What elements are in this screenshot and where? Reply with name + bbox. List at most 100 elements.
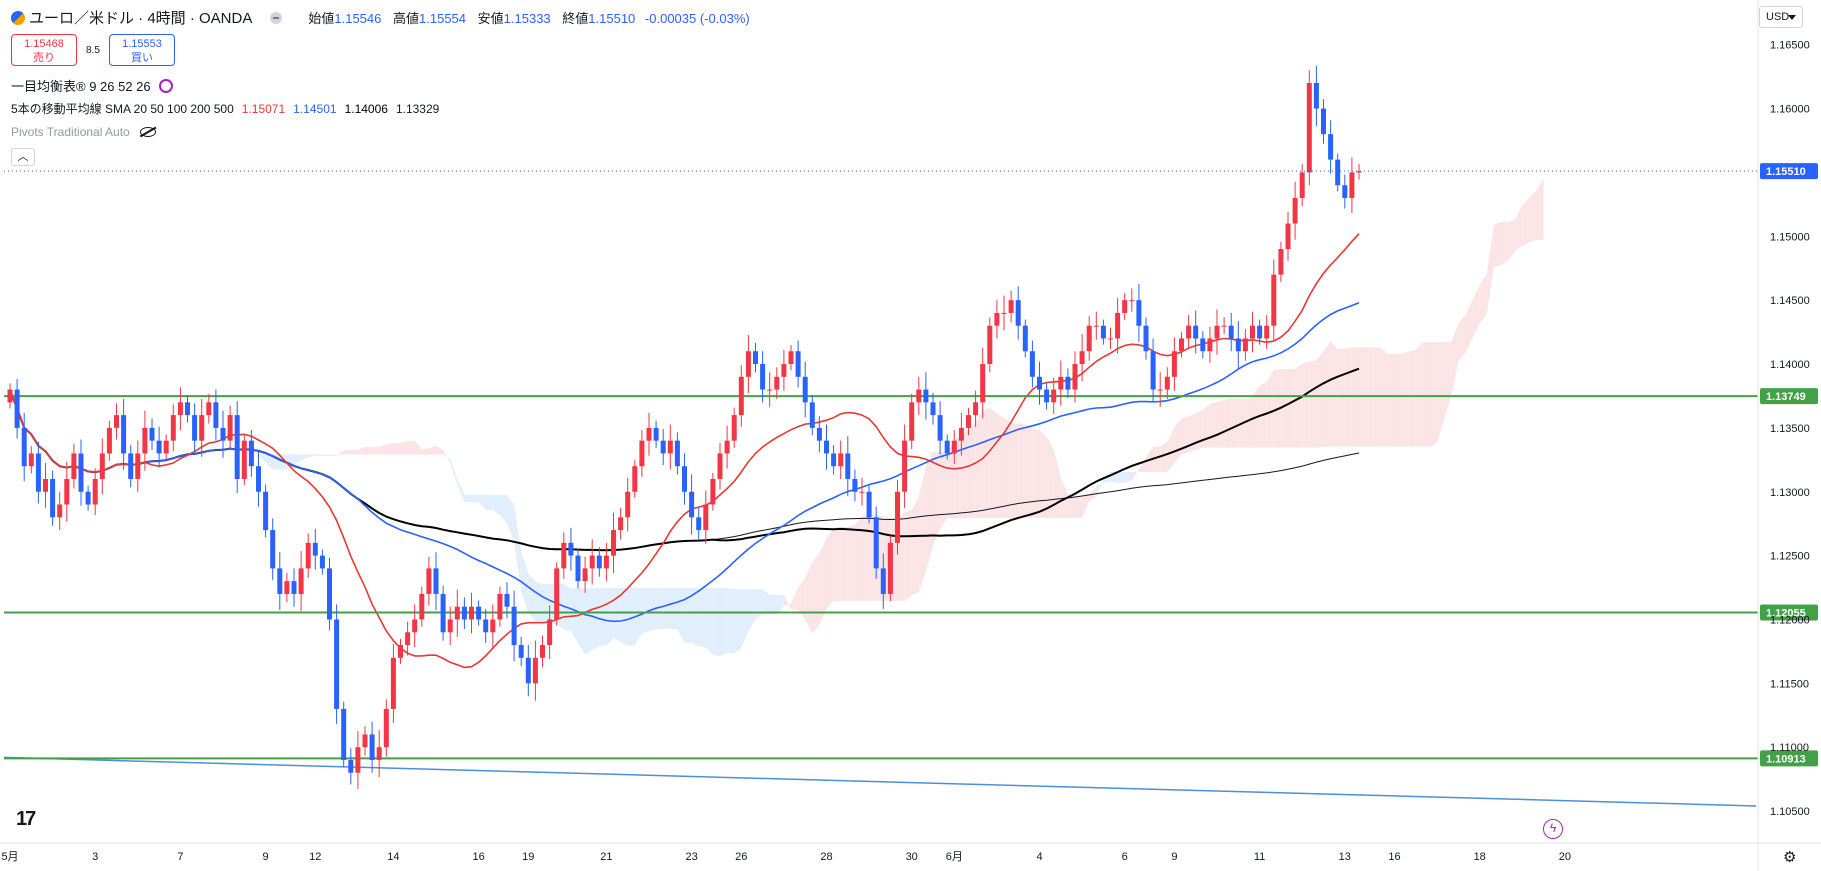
candle-body: [1250, 326, 1255, 339]
candle-body: [647, 428, 652, 441]
candle-body: [725, 441, 730, 454]
cloud-segment: [1032, 429, 1039, 518]
cloud-segment: [500, 495, 507, 523]
cloud-segment: [862, 514, 869, 600]
candle-body: [639, 441, 644, 467]
cloud-segment: [1125, 472, 1132, 483]
collapse-legend-button[interactable]: ︿: [11, 148, 35, 166]
price-tick-label: 1.10500: [1770, 806, 1810, 818]
settings-gear-icon[interactable]: ⚙: [1783, 848, 1796, 866]
cloud-segment: [734, 589, 741, 653]
candle-body: [689, 492, 694, 518]
buy-label: 買い: [110, 51, 174, 65]
indicator-ichimoku[interactable]: 一目均衡表® 9 26 52 26: [11, 76, 173, 95]
candle-body: [142, 428, 147, 454]
cloud-segment: [692, 588, 699, 646]
candle-body: [1165, 377, 1170, 390]
sell-label: 売り: [12, 51, 76, 65]
candle-body: [860, 492, 865, 493]
candle-body: [739, 377, 744, 415]
sell-button[interactable]: 1.15468 売り: [11, 34, 77, 66]
time-tick-label: 26: [735, 851, 747, 863]
eye-off-icon[interactable]: [140, 127, 156, 137]
cloud-segment: [1295, 363, 1302, 447]
time-tick-label: 19: [522, 851, 534, 863]
time-tick-label: 9: [1171, 851, 1177, 863]
candle-body: [348, 760, 353, 773]
candle-body: [576, 556, 581, 582]
cloud-segment: [1316, 351, 1323, 447]
lightning-icon[interactable]: ϟ: [1543, 819, 1563, 839]
candle-body: [867, 492, 872, 518]
candle-body: [93, 479, 98, 505]
candle-body: [412, 619, 417, 632]
candle-body: [895, 492, 900, 543]
candle-body: [533, 658, 538, 684]
cloud-segment: [1160, 442, 1167, 472]
candle-body: [1009, 300, 1014, 313]
candle-body: [192, 415, 197, 441]
candle-body: [1065, 377, 1070, 390]
candle-body: [817, 428, 822, 441]
candle-body: [277, 568, 282, 594]
cloud-segment: [791, 588, 798, 610]
candle-body: [426, 568, 431, 594]
cloud-segment: [663, 588, 670, 629]
candle-body: [881, 568, 886, 594]
cloud-segment: [1267, 370, 1274, 447]
candle-body: [15, 390, 20, 428]
cloud-segment: [1437, 342, 1444, 442]
candle-body: [157, 441, 162, 454]
candle-body: [1002, 313, 1007, 314]
candle-body: [1058, 377, 1063, 390]
cloud-segment: [1473, 285, 1480, 338]
candle-body: [398, 645, 403, 658]
last-price-label: 1.15510: [1766, 166, 1806, 178]
price-tick-label: 1.11000: [1770, 742, 1809, 754]
candle-body: [43, 479, 48, 492]
candle-body: [1200, 338, 1205, 351]
candle-body: [1321, 109, 1326, 135]
candle-body: [29, 453, 34, 466]
cloud-segment: [472, 495, 479, 503]
indicator-pivots[interactable]: Pivots Traditional Auto: [11, 125, 156, 139]
indicator-sma[interactable]: 5本の移動平均線 SMA 20 50 100 200 500 1.15071 1…: [11, 100, 439, 117]
time-tick-label: 28: [820, 851, 832, 863]
cloud-segment: [322, 455, 329, 456]
candle-body: [931, 402, 936, 415]
cloud-segment: [486, 495, 493, 510]
buy-button[interactable]: 1.15553 買い: [109, 34, 175, 66]
hide-legend-icon[interactable]: [270, 12, 282, 24]
candle-body: [228, 415, 233, 441]
sell-price: 1.15468: [12, 37, 76, 51]
cloud-segment: [926, 452, 933, 571]
price-chart[interactable]: 1.137491.120551.10913 1.165001.160001.15…: [0, 0, 1821, 871]
candle-body: [1030, 351, 1035, 377]
candle-body: [1278, 249, 1283, 275]
candle-body: [973, 402, 978, 415]
candle-body: [1044, 390, 1049, 403]
time-tick-label: 12: [309, 851, 321, 863]
price-tick-label: 1.16000: [1770, 104, 1810, 116]
candle-body: [540, 645, 545, 658]
sync-icon[interactable]: [159, 79, 173, 93]
cloud-segment: [1096, 480, 1103, 497]
candle-body: [476, 607, 481, 620]
cloud-segment: [1082, 494, 1089, 517]
cloud-segment: [720, 588, 727, 656]
candle-body: [590, 556, 595, 569]
price-tick-label: 1.14500: [1770, 295, 1810, 307]
sma50-value: 1.14501: [293, 102, 336, 116]
tradingview-logo[interactable]: 17: [16, 808, 34, 831]
candle-body: [1335, 160, 1340, 186]
spread-value: 8.5: [86, 45, 100, 56]
currency-selector[interactable]: USD: [1759, 6, 1803, 28]
symbol-title[interactable]: ユーロ／米ドル · 4時間 · OANDA: [29, 7, 252, 28]
candle-body: [292, 581, 297, 594]
candle-body: [1293, 198, 1298, 224]
ichimoku-cloud: [195, 178, 1544, 656]
cloud-segment: [1302, 361, 1309, 447]
cloud-segment: [940, 452, 947, 529]
time-tick-label: 11: [1254, 851, 1265, 863]
candle-body: [1257, 326, 1262, 339]
